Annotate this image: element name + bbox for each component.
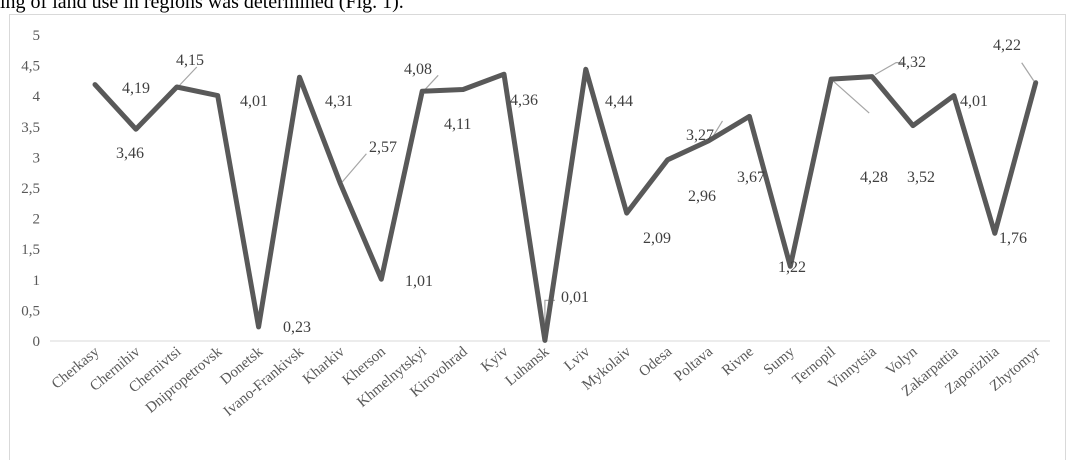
data-label: 1,01 xyxy=(405,273,433,290)
data-label: 4,32 xyxy=(898,54,926,71)
x-tick-label: Lviv xyxy=(561,343,593,374)
caption-text: ing of land use in regions was determine… xyxy=(0,0,404,13)
leader-line xyxy=(341,153,367,183)
data-label: 4,19 xyxy=(122,80,150,97)
data-label: 4,01 xyxy=(960,93,988,110)
data-label: 4,28 xyxy=(860,169,888,186)
leader-line xyxy=(1021,62,1035,82)
data-label: 2,96 xyxy=(688,188,716,205)
data-label: 3,52 xyxy=(907,169,935,186)
y-tick-label: 0,5 xyxy=(21,303,40,319)
x-tick-label: Rivne xyxy=(719,344,757,380)
y-tick-label: 0 xyxy=(33,334,41,350)
data-label: 0,01 xyxy=(561,289,589,306)
data-label: 4,15 xyxy=(176,52,204,69)
data-label: 4,31 xyxy=(325,93,353,110)
data-label: 2,57 xyxy=(369,139,397,156)
y-tick-label: 3,5 xyxy=(21,120,40,136)
data-label: 4,01 xyxy=(240,93,268,110)
y-tick-label: 1,5 xyxy=(21,242,40,258)
data-label: 2,09 xyxy=(643,230,671,247)
x-axis: CherkasyChernihivChernivtsiDnipropetrovs… xyxy=(49,343,1043,419)
data-label: 3,27 xyxy=(686,127,714,144)
x-tick-label: Luhansk xyxy=(503,343,553,389)
x-tick-label: Poltava xyxy=(671,344,716,385)
y-tick-label: 5 xyxy=(33,28,41,44)
data-label: 3,67 xyxy=(737,169,765,186)
y-tick-label: 1 xyxy=(33,273,41,289)
data-label: 0,23 xyxy=(283,319,311,336)
data-label: 4,22 xyxy=(993,37,1021,54)
leader-line xyxy=(832,80,870,114)
data-label: 4,11 xyxy=(444,116,471,133)
data-label: 1,76 xyxy=(999,230,1027,247)
data-label: 1,22 xyxy=(778,259,806,276)
leader-lines xyxy=(179,62,1035,341)
data-label: 4,08 xyxy=(404,61,432,78)
leader-line xyxy=(179,66,198,86)
y-tick-label: 4,5 xyxy=(21,59,40,75)
x-tick-label: Kyiv xyxy=(478,343,512,375)
leader-line xyxy=(874,62,905,76)
x-tick-label: Odesa xyxy=(636,344,675,381)
y-tick-label: 2,5 xyxy=(21,181,40,197)
data-label: 4,36 xyxy=(510,92,538,109)
series-line xyxy=(92,66,1039,343)
y-tick-label: 2 xyxy=(33,212,41,228)
y-tick-label: 3 xyxy=(33,150,41,166)
leader-line xyxy=(424,74,439,90)
y-tick-label: 4 xyxy=(33,89,41,105)
data-label: 3,46 xyxy=(116,145,144,162)
chart-frame xyxy=(9,14,1066,460)
x-tick-label: Kharkiv xyxy=(300,343,348,387)
data-label: 4,44 xyxy=(605,93,633,110)
y-axis: 0 0,5 1 1,5 2 2,5 3 3,5 4 4,5 5 xyxy=(21,28,40,350)
data-labels: 4,19 3,46 4,15 4,01 0,23 4,31 2,57 1,01 4,08 4,11… xyxy=(116,37,1027,336)
